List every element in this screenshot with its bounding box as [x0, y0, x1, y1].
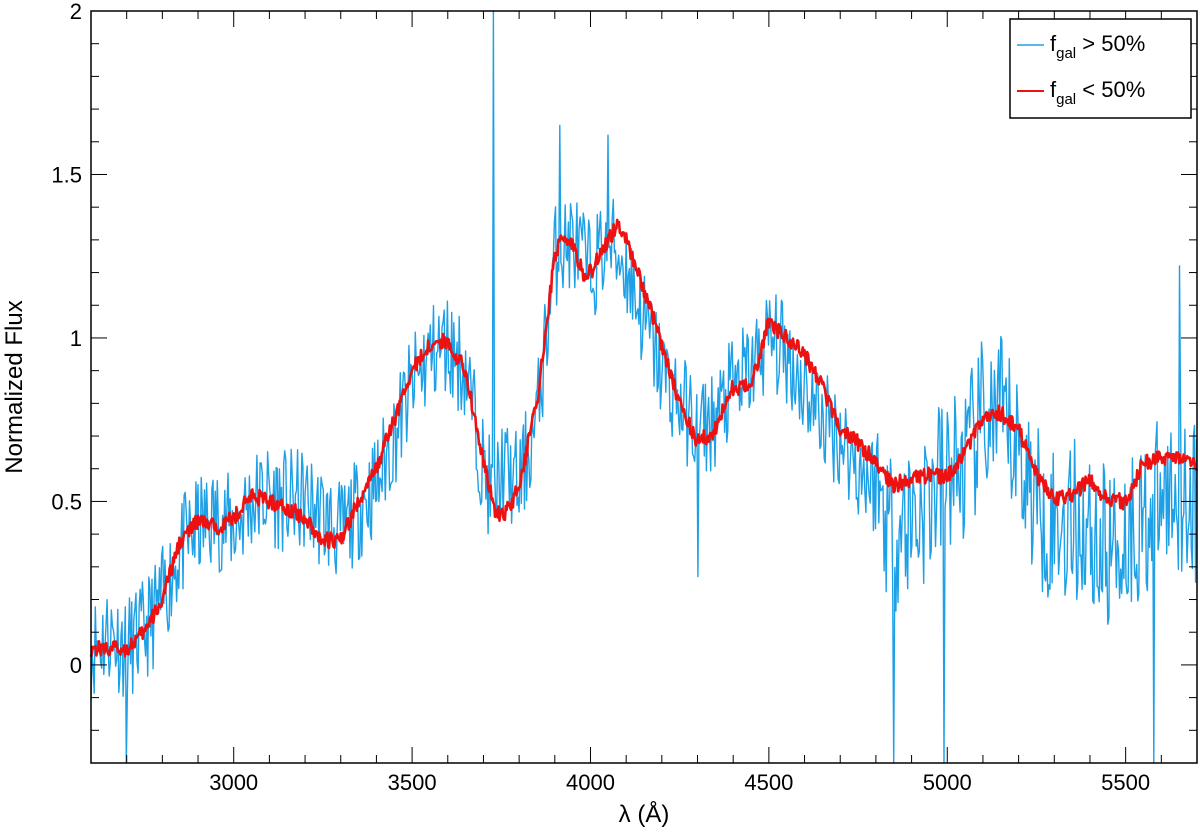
y-axis-title: Normalized Flux [1, 300, 28, 473]
legend-label-2: fgal < 50% [1050, 77, 1145, 108]
legend-label-main: f [1050, 31, 1057, 56]
ticks-layer: 3000 3500 4000 4500 5000 5500 0 0.5 1 1.5 2 [51, 0, 1198, 795]
x-tick-label: 4500 [744, 770, 793, 795]
plot-frame [90, 10, 1198, 764]
legend-box [1009, 18, 1192, 119]
y-tick-label: 0.5 [51, 489, 82, 514]
legend-label-rest: < 50% [1076, 77, 1145, 102]
x-axis-title: λ (Å) [619, 800, 670, 828]
legend-label-sub: gal [1056, 45, 1076, 62]
x-tick-label: 5500 [1101, 770, 1150, 795]
legend-label-1: fgal > 50% [1050, 31, 1145, 62]
series-layer [89, 10, 1199, 764]
legend-label-main: f [1050, 77, 1057, 102]
legend-label-sub: gal [1056, 91, 1076, 108]
legend-label-rest: > 50% [1076, 31, 1145, 56]
y-tick-label: 2 [70, 0, 82, 24]
y-tick-label: 1 [70, 326, 82, 351]
y-tick-label: 0 [70, 653, 82, 678]
x-tick-label: 5000 [923, 770, 972, 795]
series-line-1 [90, 10, 1198, 764]
x-tick-label: 3000 [209, 770, 258, 795]
x-tick-label: 3500 [388, 770, 437, 795]
x-tick-label: 4000 [566, 770, 615, 795]
y-tick-label: 1.5 [51, 162, 82, 187]
series-line-2 [89, 218, 1199, 658]
legend: fgal > 50%fgal < 50% [1009, 18, 1192, 119]
